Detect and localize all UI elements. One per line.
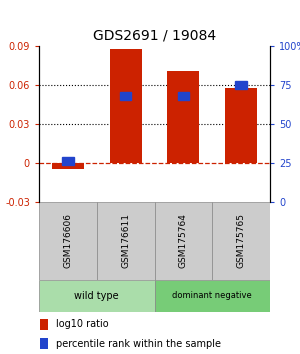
Bar	[167, 71, 199, 163]
Bar	[39, 202, 97, 280]
Text: percentile rank within the sample: percentile rank within the sample	[56, 339, 221, 349]
Bar	[178, 92, 189, 100]
Bar	[154, 280, 270, 312]
Bar	[62, 158, 74, 165]
Text: log10 ratio: log10 ratio	[56, 319, 109, 330]
Text: GSM175764: GSM175764	[179, 213, 188, 268]
Bar	[236, 81, 247, 89]
Text: wild type: wild type	[74, 291, 119, 301]
Text: dominant negative: dominant negative	[172, 291, 252, 300]
Bar	[40, 319, 48, 330]
Bar	[120, 92, 131, 100]
Bar	[154, 202, 212, 280]
Text: GSM176611: GSM176611	[121, 213, 130, 268]
Text: GSM176606: GSM176606	[63, 213, 72, 268]
Bar	[212, 202, 270, 280]
Bar	[110, 48, 142, 163]
Bar	[52, 163, 84, 169]
Bar	[39, 280, 154, 312]
Text: GSM175765: GSM175765	[237, 213, 246, 268]
Bar	[97, 202, 154, 280]
Title: GDS2691 / 19084: GDS2691 / 19084	[93, 28, 216, 42]
Bar	[225, 87, 257, 163]
Bar	[40, 338, 48, 349]
